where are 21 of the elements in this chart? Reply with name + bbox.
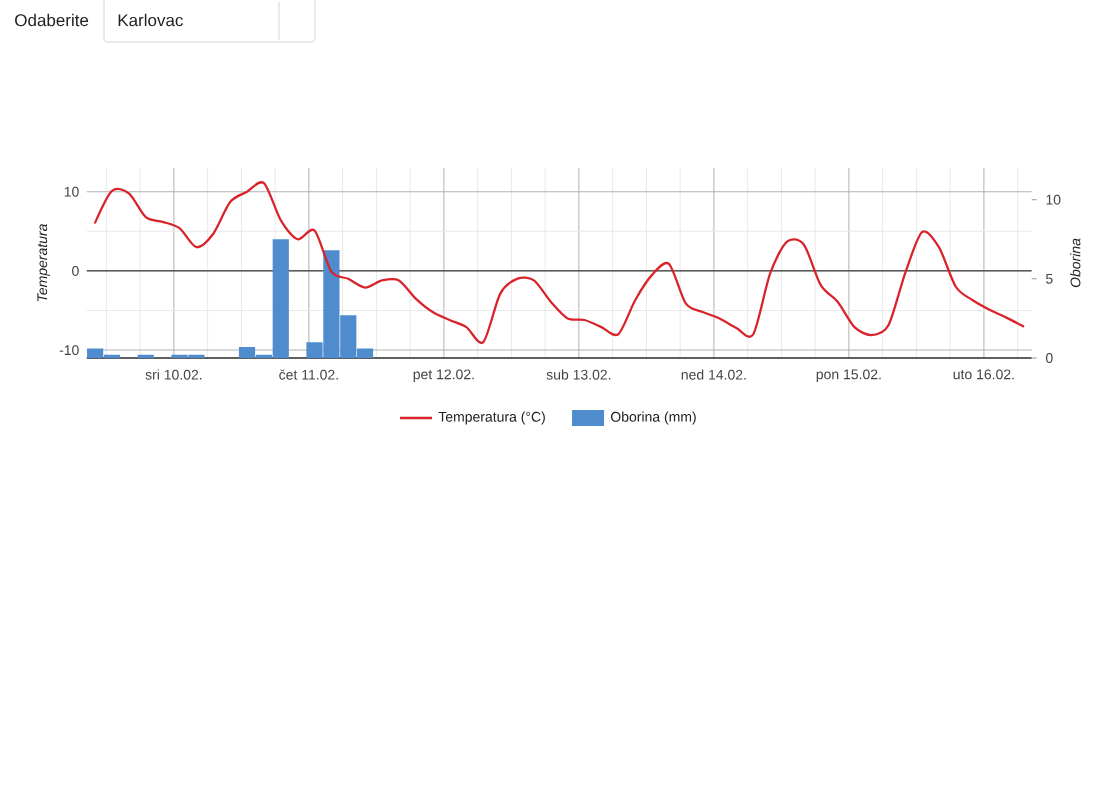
text: Karlovac [118,13,183,27]
x-tick-label: ned 14.02. [681,369,746,380]
legend-label: Oborina (mm) [610,411,696,425]
y-axis-title: Temperatura [37,224,50,302]
y2-axis-title: Oborina [1070,238,1081,288]
legend-label: Temperatura (°C) [438,411,545,425]
x-tick-label: sub 13.02. [546,369,611,380]
x-tick-label: pon 15.02. [816,369,881,383]
y-tick-label: 10 [64,186,79,197]
x-tick-label: uto 16.02. [953,369,1014,380]
x-tick-label: čet 11.02. [279,369,338,380]
y2-tick-label: 5 [1045,273,1053,284]
y2-tick-label: 10 [1046,194,1061,205]
line-series [94,181,1025,344]
y-tick-label: 0 [72,265,79,276]
bar [137,354,154,358]
x-tick-label: sri 10.02. [145,369,202,380]
y2-tick-label: 0 [1045,353,1053,363]
text: Odaberite [15,13,89,27]
x-tick-label: pet 12.02. [413,369,474,383]
y-tick-label: -10 [59,345,79,356]
